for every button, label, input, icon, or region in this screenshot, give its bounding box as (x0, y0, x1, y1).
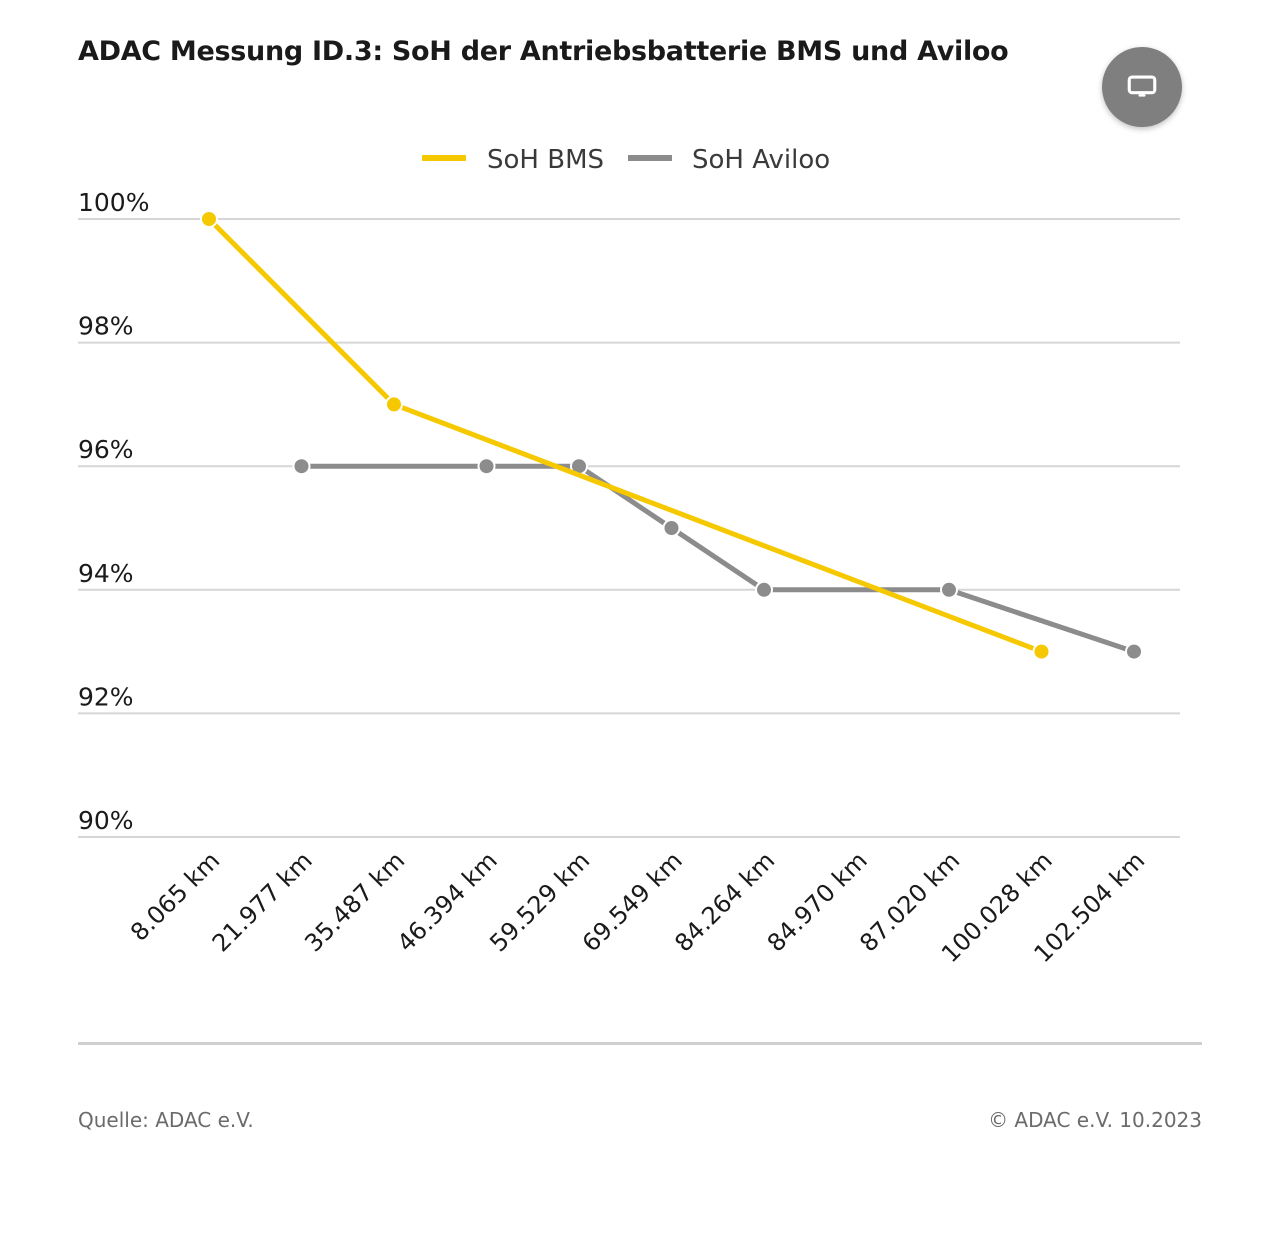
series-soh-bms (200, 210, 1051, 661)
series-line (299, 463, 1137, 655)
x-tick-label: 8.065 km (125, 846, 225, 946)
y-tick-label: 94% (78, 559, 134, 588)
series-line (206, 216, 1044, 655)
series-soh-aviloo (292, 457, 1143, 661)
data-point (662, 519, 681, 537)
series-lines (200, 210, 1143, 661)
data-point (200, 210, 218, 228)
data-point (755, 580, 773, 599)
data-point (477, 457, 496, 476)
y-tick-label: 92% (78, 682, 134, 711)
y-tick-label: 98% (78, 312, 134, 341)
footer-copyright: © ADAC e.V. 10.2023 (988, 1108, 1202, 1132)
data-point (940, 580, 958, 599)
chart-title: ADAC Messung ID.3: SoH der Antriebsbatte… (78, 36, 1009, 67)
legend-label: SoH Aviloo (692, 145, 830, 175)
gridlines (78, 218, 1180, 838)
y-axis-ticks: 100% 98% 96% 94% 92% 90% (78, 188, 149, 835)
legend-item[interactable]: SoH BMS (422, 145, 604, 175)
footer-source: Quelle: ADAC e.V. (78, 1108, 254, 1132)
legend-label: SoH BMS (487, 145, 604, 175)
monitor-icon (1127, 75, 1157, 97)
data-point (385, 395, 403, 414)
y-tick-label: 90% (78, 806, 134, 835)
data-point (292, 457, 311, 476)
legend-item[interactable]: SoH Aviloo (628, 145, 830, 175)
y-tick-label: 100% (78, 188, 149, 217)
data-point (1125, 642, 1143, 661)
fullscreen-button[interactable] (1102, 47, 1182, 127)
legend: SoH BMS SoH Aviloo (422, 145, 830, 175)
divider (78, 1042, 1202, 1045)
data-point (1032, 642, 1051, 661)
y-tick-label: 96% (78, 435, 134, 464)
